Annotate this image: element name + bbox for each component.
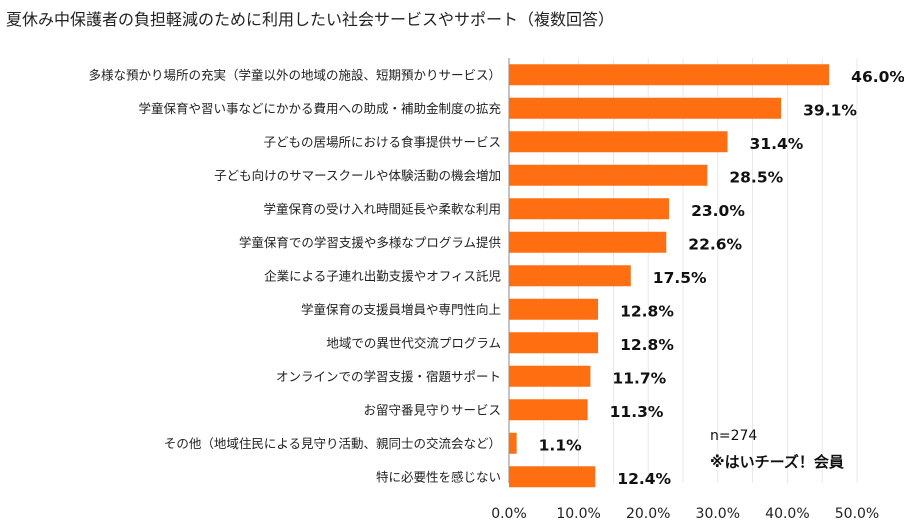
x-axis-ticks: 0.0% 10.0% 20.0% 30.0% 40.0% 50.0%	[491, 506, 879, 522]
value-label: 31.4%	[750, 135, 804, 153]
labels: 多様な預かり場所の充実（学童以外の地域の施設、短期預かりサービス） 46.0% 学童…	[88, 67, 904, 488]
value-label: 23.0%	[691, 202, 745, 220]
bar	[509, 198, 670, 220]
x-tick-label: 50.0%	[835, 506, 879, 522]
category-label: 学童保育や習い事などにかかる費用への助成・補助金制度の拡充	[138, 101, 501, 116]
category-label: オンラインでの学習支援・宿題サポート	[276, 369, 501, 384]
category-label: 企業による子連れ出勤支援やオフィス託児	[264, 268, 501, 283]
bars	[509, 64, 830, 488]
bar	[509, 265, 631, 287]
category-label: 学童保育の支援員増員や専門性向上	[301, 302, 501, 317]
x-tick-label: 0.0%	[491, 506, 527, 522]
category-label: 学童保育の受け入れ時間延長や柔軟な利用	[263, 201, 501, 216]
category-label: 特に必要性を感じない	[376, 469, 501, 484]
bar	[509, 399, 588, 421]
bar	[509, 365, 591, 387]
sample-size-note: n=274	[710, 428, 758, 444]
category-label: 子どもの居場所における食事提供サービス	[263, 134, 501, 149]
value-label: 28.5%	[729, 168, 783, 186]
value-label: 1.1%	[539, 436, 582, 454]
category-label: 学童保育での学習支援や多様なプログラム提供	[239, 235, 501, 250]
bar	[509, 432, 517, 454]
chart-title: 夏休み中保護者の負担軽減のために利用したい社会サービスやサポート（複数回答）	[6, 10, 615, 29]
category-label: その他（地域住民による見守り活動、親同士の交流会など）	[164, 436, 501, 451]
source-note: ※はいチーズ！会員	[710, 453, 844, 471]
value-label: 46.0%	[851, 68, 904, 86]
category-label: 多様な預かり場所の充実（学童以外の地域の施設、短期預かりサービス）	[88, 67, 501, 82]
x-tick-label: 30.0%	[696, 506, 740, 522]
value-label: 11.7%	[612, 369, 666, 387]
value-label: 12.4%	[617, 470, 671, 488]
bar	[509, 64, 830, 86]
value-label: 12.8%	[620, 302, 674, 320]
bar	[509, 164, 708, 186]
value-label: 22.6%	[688, 235, 742, 253]
value-label: 39.1%	[803, 101, 857, 119]
category-label: お留守番見守りサービス	[363, 402, 501, 417]
bar	[509, 332, 599, 354]
value-label: 11.3%	[610, 403, 664, 421]
x-tick-label: 40.0%	[765, 506, 809, 522]
x-tick-label: 10.0%	[556, 506, 600, 522]
bar	[509, 231, 667, 253]
bar	[509, 97, 782, 119]
bar	[509, 131, 728, 153]
x-tick-label: 20.0%	[626, 506, 670, 522]
value-label: 17.5%	[653, 269, 707, 287]
value-label: 12.8%	[620, 336, 674, 354]
bar	[509, 298, 599, 320]
category-label: 地域での異世代交流プログラム	[326, 335, 501, 350]
category-label: 子ども向けのサマースクールや体験活動の機会増加	[214, 168, 501, 183]
bar	[509, 466, 596, 488]
